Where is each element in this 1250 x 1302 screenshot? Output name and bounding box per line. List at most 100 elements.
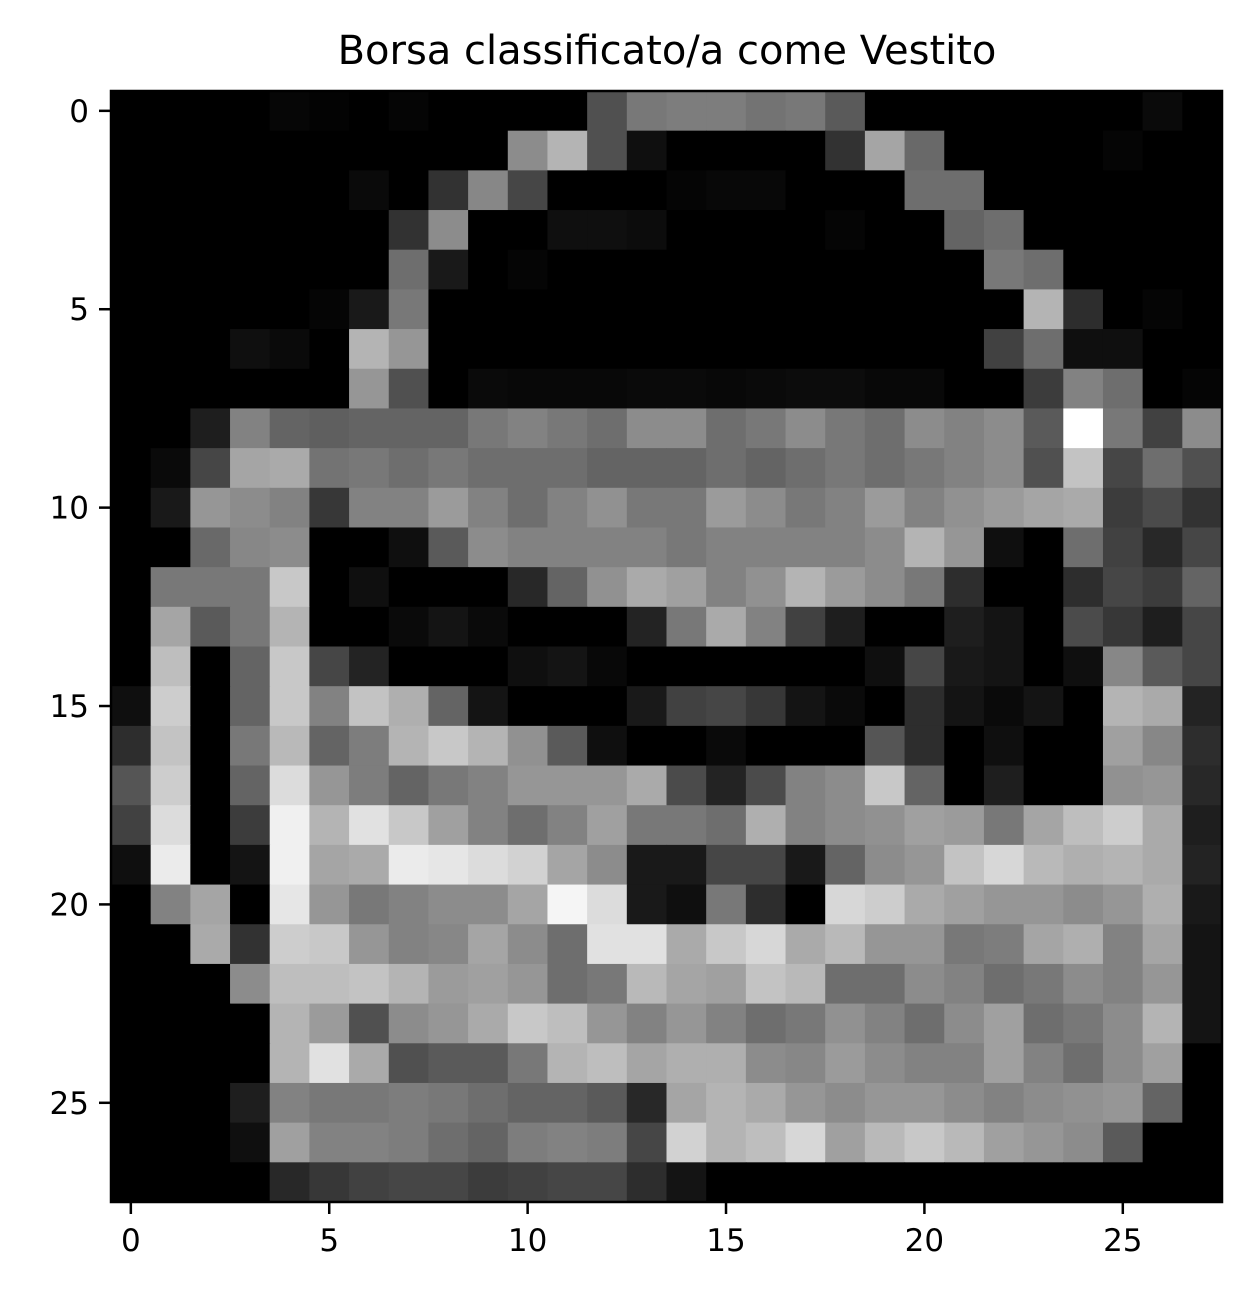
heatmap-cell [111,924,152,965]
heatmap-cell [150,765,191,806]
heatmap-cell [1142,844,1183,886]
heatmap-cell [944,725,985,767]
heatmap-cell [349,606,390,648]
heatmap-cell [1023,1043,1064,1084]
heatmap-cell [706,91,747,132]
heatmap-cell [349,130,390,171]
heatmap-cell [349,448,390,489]
heatmap-cell [1063,567,1104,608]
heatmap-cell [428,368,469,410]
heatmap-cell [150,527,191,568]
heatmap-cell [1142,91,1183,132]
heatmap-cell [983,646,1025,687]
heatmap-cell [547,1082,588,1124]
heatmap-cell [825,130,866,171]
heatmap-cell [1142,686,1183,727]
heatmap-cell [587,329,628,370]
heatmap-cell [666,91,707,132]
heatmap-cell [745,487,787,529]
heatmap-cell [388,1082,430,1124]
heatmap-cell [1102,368,1144,410]
heatmap-cell [547,329,588,370]
x-tick-label: 15 [706,1223,745,1259]
heatmap-cell [150,130,191,171]
heatmap-cell [547,1043,588,1084]
heatmap-cell [745,91,787,132]
heatmap-cell [309,606,350,648]
heatmap-cell [904,527,945,568]
heatmap-cell [468,210,509,251]
heatmap-cell [825,1122,866,1163]
heatmap-cell [983,368,1025,410]
heatmap-cell [190,567,231,608]
heatmap-cell [745,329,787,370]
heatmap-cell [785,1003,826,1044]
heatmap-cell [150,686,191,727]
heatmap-cell [1102,289,1144,330]
heatmap-cell [190,91,231,132]
heatmap-cell [626,567,668,608]
heatmap-cell [1102,329,1144,370]
heatmap-cell [388,91,430,132]
heatmap-cell [1142,249,1183,290]
heatmap-cell [230,408,271,449]
heatmap-cell [269,1043,310,1084]
heatmap-cell [1063,448,1104,489]
heatmap-cell [706,844,747,886]
heatmap-cell [1142,725,1183,767]
heatmap-cell [587,1082,628,1124]
heatmap-cell [190,725,231,767]
heatmap-cell [864,606,906,648]
heatmap-cell [1063,1122,1104,1163]
heatmap-cell [428,765,469,806]
heatmap-cell [547,844,588,886]
heatmap-cell [944,329,985,370]
heatmap-cell [349,210,390,251]
heatmap-cells [111,91,1223,1203]
heatmap-cell [864,210,906,251]
heatmap-cell [190,408,231,449]
chart-title: Borsa classificato/a come Vestito [338,28,997,74]
heatmap-cell [507,448,549,489]
heatmap-cell [944,1162,985,1203]
heatmap-cell [864,725,906,767]
heatmap-cell [349,1003,390,1044]
heatmap-cell [1142,130,1183,171]
heatmap-cell [666,844,707,886]
heatmap-cell [349,487,390,529]
heatmap-cell [309,448,350,489]
heatmap-cell [1142,765,1183,806]
heatmap-cell [468,368,509,410]
heatmap-cell [150,884,191,925]
heatmap-cell [309,884,350,925]
heatmap-cell [428,1122,469,1163]
heatmap-cell [1102,170,1144,211]
heatmap-cell [706,606,747,648]
heatmap-cell [269,1003,310,1044]
heatmap-cell [904,1082,945,1124]
heatmap-cell [1102,527,1144,568]
heatmap-cell [785,170,826,211]
heatmap-cell [269,1162,310,1203]
heatmap-cell [150,368,191,410]
heatmap-cell [111,1122,152,1163]
heatmap-cell [587,249,628,290]
heatmap-cell [309,646,350,687]
heatmap-cell [1023,527,1064,568]
heatmap-cell [626,805,668,846]
heatmap-cell [111,408,152,449]
heatmap-cell [150,289,191,330]
heatmap-cell [468,963,509,1005]
heatmap-cell [1102,805,1144,846]
heatmap-cell [1023,130,1064,171]
heatmap-cell [745,368,787,410]
heatmap-cell [785,805,826,846]
heatmap-cell [468,1122,509,1163]
heatmap-cell [269,884,310,925]
heatmap-cell [1063,210,1104,251]
heatmap-cell [111,646,152,687]
heatmap-cell [706,130,747,171]
heatmap-cell [230,606,271,648]
heatmap-cell [269,686,310,727]
